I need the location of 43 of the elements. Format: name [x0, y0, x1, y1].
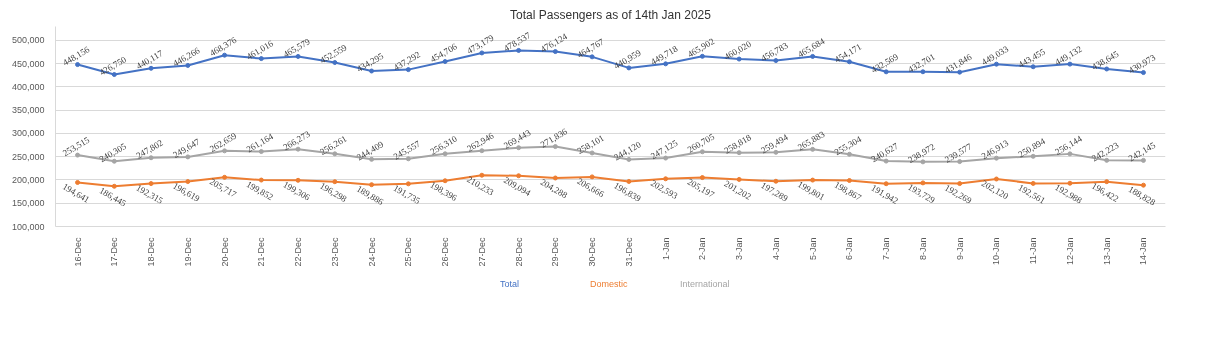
x-tick-label: 2-Jan — [697, 237, 708, 261]
x-tick-label: 1-Jan — [660, 237, 671, 261]
x-tick-label: 11-Jan — [1028, 237, 1039, 265]
x-tick-label: 28-Dec — [513, 237, 524, 267]
x-tick-label: 26-Dec — [440, 237, 451, 267]
x-tick-label: 3-Jan — [734, 237, 745, 261]
y-tick-label: 300,000 — [11, 128, 45, 139]
x-tick-label: 24-Dec — [366, 237, 377, 267]
text: Domestic — [590, 279, 628, 289]
y-tick-label: 450,000 — [11, 58, 45, 69]
x-tick-label: 9-Jan — [954, 237, 965, 261]
x-tick-label: 20-Dec — [219, 237, 230, 267]
text: International — [680, 279, 730, 289]
x-tick-label: 12-Jan — [1064, 237, 1075, 266]
x-tick-label: 6-Jan — [844, 237, 855, 261]
y-tick-label: 250,000 — [11, 151, 45, 162]
x-tick-label: 29-Dec — [550, 237, 561, 267]
x-tick-label: 14-Jan — [1138, 237, 1149, 266]
x-tick-label: 25-Dec — [403, 237, 414, 267]
x-tick-label: 16-Dec — [72, 237, 83, 267]
y-tick-label: 350,000 — [11, 105, 45, 116]
x-tick-label: 10-Jan — [991, 237, 1002, 266]
x-tick-label: 7-Jan — [881, 237, 892, 261]
x-tick-label: 23-Dec — [329, 237, 340, 267]
y-tick-label: 500,000 — [11, 35, 45, 46]
text: Total — [500, 279, 520, 289]
x-tick-label: 30-Dec — [587, 237, 598, 267]
y-tick-label: 200,000 — [11, 174, 45, 185]
x-tick-label: 31-Dec — [623, 237, 634, 267]
chart-title: Total Passengers as of 14th Jan 2025 — [510, 7, 712, 22]
x-tick-label: 22-Dec — [293, 237, 304, 267]
x-tick-label: 13-Jan — [1101, 237, 1112, 266]
x-tick-label: 18-Dec — [146, 237, 157, 267]
x-tick-label: 5-Jan — [807, 237, 818, 261]
x-tick-label: 17-Dec — [109, 237, 120, 267]
y-tick-label: 150,000 — [11, 198, 45, 209]
x-tick-label: 27-Dec — [476, 237, 487, 267]
x-tick-label: 21-Dec — [256, 237, 267, 267]
x-tick-label: 4-Jan — [770, 237, 781, 261]
x-tick-label: 8-Jan — [917, 237, 928, 261]
y-tick-label: 100,000 — [11, 221, 45, 232]
x-tick-label: 19-Dec — [182, 237, 193, 267]
y-tick-label: 400,000 — [11, 81, 45, 92]
